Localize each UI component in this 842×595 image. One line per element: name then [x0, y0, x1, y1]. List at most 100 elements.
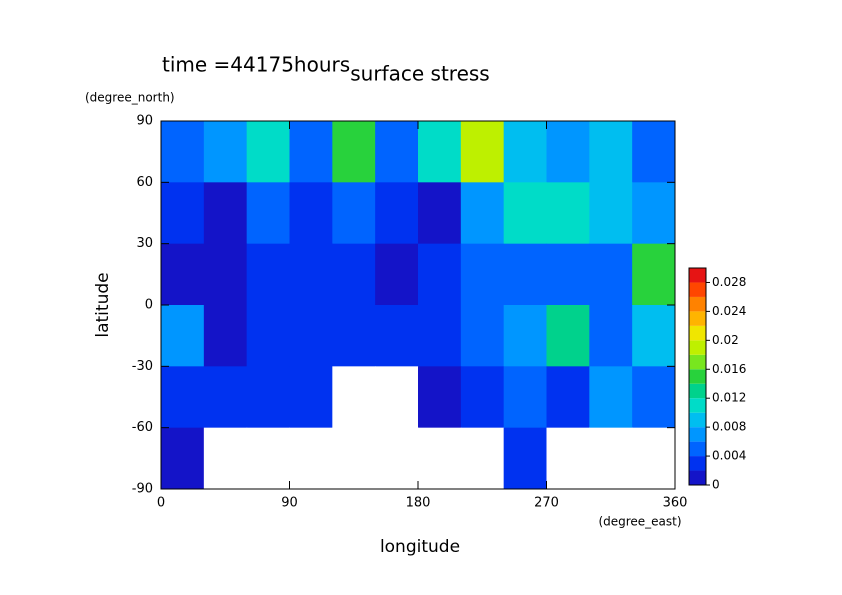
- heat-cell: [460, 243, 505, 306]
- heat-cell: [289, 182, 333, 245]
- colorbar-swatch: [689, 441, 706, 457]
- y-tick-label: -60: [132, 420, 153, 435]
- colorbar-swatch: [689, 398, 706, 413]
- heat-cell: [460, 121, 505, 183]
- heat-cell: [632, 121, 676, 183]
- colorbar-swatch: [689, 369, 706, 384]
- x-unit: (degree_east): [598, 515, 681, 529]
- colorbar-swatch: [689, 412, 706, 428]
- heat-cell: [375, 427, 419, 490]
- y-axis-label: latitude: [93, 272, 113, 337]
- heat-cell: [289, 305, 333, 367]
- heat-cell: [460, 182, 505, 245]
- colorbar-tick-label: 0.016: [712, 362, 746, 376]
- heat-cell: [161, 305, 205, 367]
- heat-cell: [332, 366, 376, 429]
- heat-cell: [289, 243, 333, 306]
- heat-cell: [503, 182, 547, 245]
- colorbar-tick-label: 0.008: [712, 420, 746, 434]
- heat-cell: [460, 427, 505, 490]
- colorbar-swatch: [689, 456, 706, 471]
- y-unit: (degree_north): [85, 91, 175, 105]
- x-tick-label: 180: [406, 496, 431, 511]
- heat-cell: [161, 427, 205, 490]
- heat-cell: [589, 427, 633, 490]
- y-tick-label: 60: [136, 175, 153, 190]
- heat-cell: [332, 182, 376, 245]
- heat-cell: [203, 427, 248, 490]
- heat-cell: [203, 182, 248, 245]
- heat-cell: [161, 121, 205, 183]
- heat-cell: [546, 305, 590, 367]
- heat-cell: [503, 243, 547, 306]
- colorbar-tick-label: 0.004: [712, 449, 746, 463]
- y-tick-label: 90: [136, 114, 153, 129]
- heat-cell: [589, 243, 633, 306]
- heat-cell: [632, 366, 676, 429]
- x-tick-label: 0: [157, 496, 165, 511]
- heat-cell: [632, 305, 676, 367]
- heat-cell: [332, 305, 376, 367]
- x-tick-label: 90: [281, 496, 298, 511]
- heat-cell: [418, 121, 462, 183]
- heat-cell: [460, 366, 505, 429]
- heat-cell: [203, 305, 248, 367]
- heat-cell: [632, 243, 676, 306]
- chart-title: surface stress: [350, 62, 489, 86]
- heat-cell: [332, 427, 376, 490]
- heat-cell: [503, 366, 547, 429]
- colorbar-swatch: [689, 427, 706, 442]
- colorbar-swatch: [689, 311, 706, 326]
- heat-cell: [589, 182, 633, 245]
- heat-cell: [546, 366, 590, 429]
- heat-cell: [418, 366, 462, 429]
- colorbar-swatch: [689, 354, 706, 370]
- heat-cell: [546, 121, 590, 183]
- colorbar-swatch: [689, 383, 706, 399]
- y-tick-label: 30: [136, 236, 153, 251]
- x-axis-label: longitude: [380, 537, 460, 557]
- y-tick-label: -30: [132, 359, 153, 374]
- heat-cell: [589, 121, 633, 183]
- heat-cell: [418, 182, 462, 245]
- heat-cell: [375, 243, 419, 306]
- colorbar-tick-label: 0.028: [712, 275, 746, 289]
- heat-cell: [203, 243, 248, 306]
- heat-cell: [375, 305, 419, 367]
- heat-cell: [289, 366, 333, 429]
- colorbar-tick-label: 0: [712, 478, 720, 492]
- heat-cell: [246, 305, 290, 367]
- heat-cell: [503, 427, 547, 490]
- heat-cell: [203, 121, 248, 183]
- heat-cell: [375, 121, 419, 183]
- heat-cell: [546, 427, 590, 490]
- colorbar-swatch: [689, 268, 706, 283]
- heat-cell: [546, 182, 590, 245]
- colorbar-swatch: [689, 296, 706, 312]
- heat-cell: [375, 366, 419, 429]
- y-tick-label: -90: [132, 482, 153, 497]
- colorbar-tick-label: 0.02: [712, 333, 739, 347]
- heat-cell: [246, 243, 290, 306]
- heat-cell: [460, 305, 505, 367]
- subtitle: time =44175hours: [162, 53, 350, 77]
- heat-cell: [418, 243, 462, 306]
- heat-cell: [503, 121, 547, 183]
- heat-cell: [632, 427, 676, 490]
- heat-cell: [332, 243, 376, 306]
- heat-cell: [246, 121, 290, 183]
- heat-cell: [203, 366, 248, 429]
- heat-cell: [632, 182, 676, 245]
- heat-cell: [161, 182, 205, 245]
- colorbar-swatch: [689, 470, 706, 485]
- heat-cell: [289, 427, 333, 490]
- heat-cell: [546, 243, 590, 306]
- heat-cell: [375, 182, 419, 245]
- x-tick-label: 360: [663, 496, 688, 511]
- colorbar-tick-label: 0.012: [712, 391, 746, 405]
- colorbar-frame: [688, 267, 707, 486]
- heat-cell: [289, 121, 333, 183]
- heat-cell: [161, 243, 205, 306]
